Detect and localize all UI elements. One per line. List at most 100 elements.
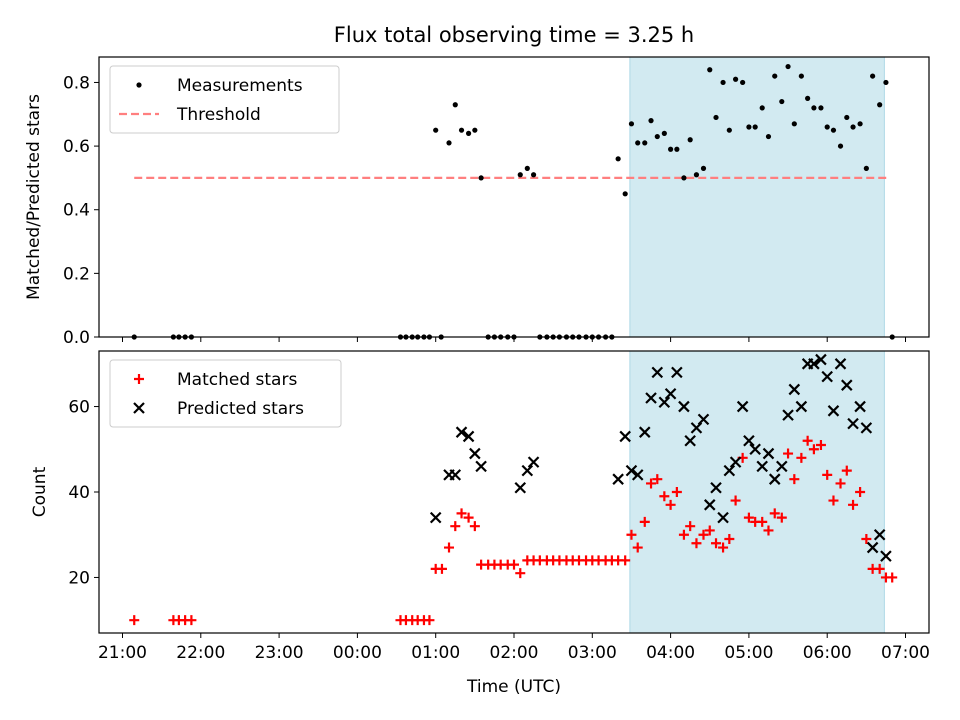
predicted-star-point (854, 400, 866, 413)
matched-star-point (456, 508, 467, 519)
x-tick-label: 00:00 (333, 643, 382, 663)
predicted-star-point (429, 511, 442, 524)
measurement-point (791, 121, 797, 127)
observing-span-shade (629, 56, 885, 338)
y-tick-label: 20 (68, 568, 90, 588)
matched-star-point (444, 542, 455, 553)
measurement-point (726, 127, 732, 133)
measurement-point (628, 121, 635, 127)
y-tick-label: 0.0 (63, 328, 90, 348)
x-tick-label: 23:00 (255, 643, 304, 663)
predicted-star-point (808, 358, 820, 370)
measurement-point (883, 79, 889, 86)
predicted-star-point (703, 499, 716, 511)
matched-star-point (874, 563, 885, 574)
matched-star-point (855, 487, 866, 497)
measurement-point (779, 98, 785, 105)
matched-star-point (704, 525, 715, 536)
matched-star-point (671, 487, 682, 497)
observing-span-shade (629, 350, 885, 634)
measurement-point (818, 105, 824, 111)
matched-star-point (718, 542, 729, 553)
predicted-star-point (521, 464, 534, 477)
measurement-point (740, 79, 746, 86)
legend-label: Threshold (176, 105, 261, 125)
measurement-point (472, 127, 478, 133)
measurement-point (746, 124, 752, 130)
predicted-star-point (710, 481, 722, 494)
top-y-axis-label: Matched/Predicted stars (24, 94, 44, 300)
axes-frame (98, 56, 930, 338)
matched-star-point (711, 538, 722, 549)
predicted-star-point (717, 511, 729, 524)
predicted-star-point (651, 366, 664, 379)
predicted-star-point (462, 430, 475, 443)
predicted-star-point (645, 392, 657, 404)
axes-frame (98, 350, 930, 634)
matched-star-point (129, 615, 140, 626)
matched-star-point (789, 474, 800, 485)
matched-star-point (730, 495, 741, 506)
x-tick-label: 05:00 (724, 643, 773, 663)
measurement-point (530, 172, 537, 178)
predicted-star-point (723, 464, 736, 477)
measurement-point (433, 127, 439, 133)
predicted-star-point (880, 550, 892, 562)
predicted-star-point (514, 481, 527, 494)
y-tick-label: 0.2 (63, 264, 90, 284)
legend: Matched stars Predicted stars (109, 359, 342, 428)
matched-star-point (835, 478, 846, 489)
predicted-star-point (762, 447, 775, 460)
predicted-star-point (776, 460, 788, 473)
predicted-star-point (671, 366, 683, 379)
measurement-point (615, 156, 621, 162)
legend-label: Measurements (177, 76, 303, 96)
legend-label: Matched stars (177, 370, 297, 390)
predicted-star-point (631, 469, 644, 481)
predicted-star-point (684, 434, 696, 447)
predicted-star-point (697, 413, 710, 426)
predicted-star-point (756, 460, 768, 473)
measurement-point (478, 175, 484, 181)
predicted-star-point (821, 370, 833, 383)
measurement-point (805, 95, 811, 101)
matched-star-point (861, 534, 872, 544)
matched-star-point (783, 448, 794, 459)
matched-star-point (769, 508, 780, 519)
legend-label: Predicted stars (177, 399, 304, 419)
legend-predicted-marker (133, 402, 145, 414)
y-tick-label: 0.8 (63, 73, 90, 93)
predicted-star-point (743, 434, 755, 447)
predicted-star-point (860, 422, 873, 434)
y-tick-label: 0.6 (63, 137, 90, 157)
measurement-point (517, 172, 523, 178)
predicted-star-point (768, 473, 781, 485)
measurement-point (648, 118, 654, 124)
measurement-point (837, 143, 844, 149)
measurement-point (458, 127, 465, 133)
predicted-star-point (449, 469, 462, 481)
predicted-star-point (795, 400, 808, 413)
predicted-star-point (729, 456, 742, 468)
measurement-point (824, 124, 830, 130)
x-tick-label: 04:00 (646, 643, 695, 663)
measurement-point (811, 105, 817, 111)
matched-star-point (757, 516, 768, 527)
predicted-star-point (527, 456, 540, 468)
matched-star-point (450, 521, 461, 532)
predicted-star-point (873, 528, 886, 541)
measurement-point (661, 130, 667, 136)
matched-star-point (509, 559, 519, 570)
measurement-point (877, 102, 883, 108)
matched-star-point (763, 525, 774, 536)
matched-star-point (691, 538, 702, 549)
predicted-star-point (788, 383, 801, 396)
matched-star-point (841, 465, 852, 476)
matched-star-point (639, 516, 650, 527)
measurement-point (642, 140, 648, 146)
x-tick-label: 22:00 (176, 643, 225, 663)
matched-star-point (698, 529, 709, 540)
predicted-star-point (815, 353, 827, 366)
figure-title: Flux total observing time = 3.25 h (334, 23, 694, 47)
